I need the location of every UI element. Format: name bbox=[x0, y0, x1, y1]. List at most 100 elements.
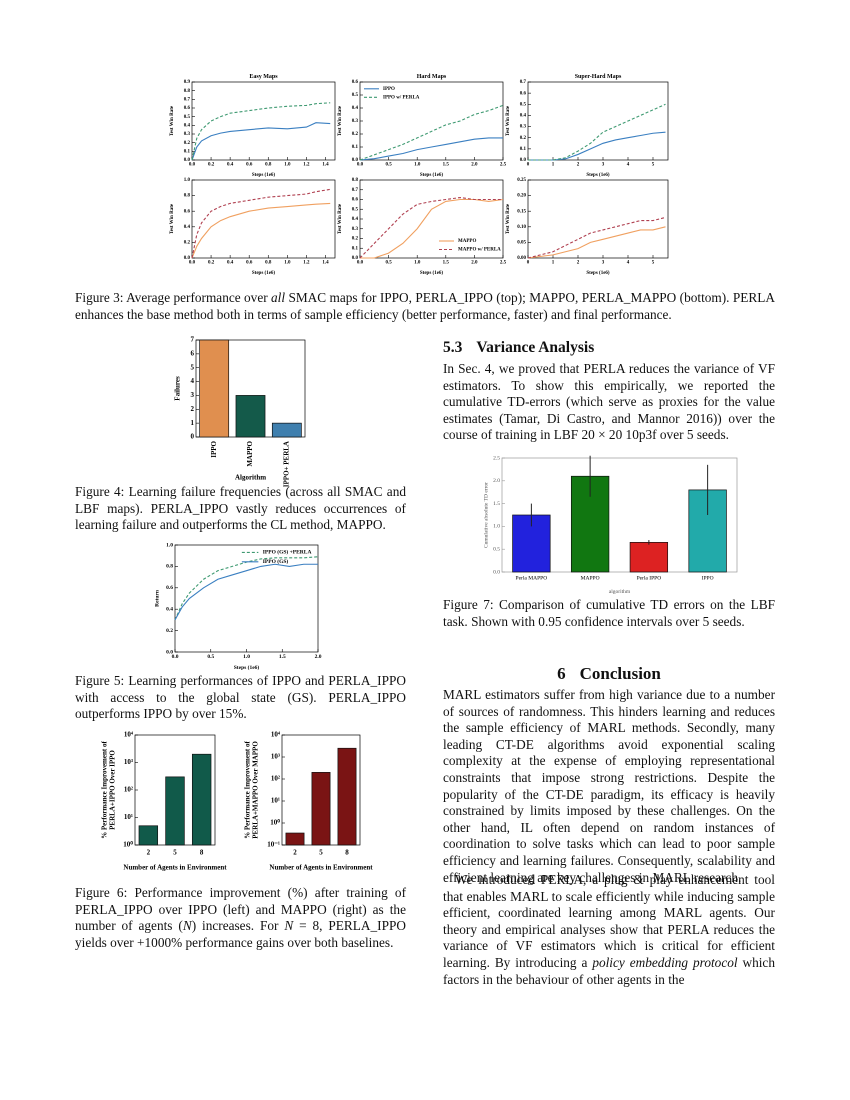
y-axis-label: Failures bbox=[174, 376, 182, 401]
chart-title: Super-Hard Maps bbox=[575, 74, 622, 80]
x-tick-label: Perla MAPPO bbox=[516, 575, 548, 581]
chart-title: Hard Maps bbox=[417, 74, 447, 80]
line-series bbox=[359, 137, 503, 161]
y-tick-label: 0.8 bbox=[352, 178, 359, 183]
y-tick-label: 0.7 bbox=[352, 188, 359, 193]
x-tick-label: 3 bbox=[602, 261, 605, 266]
y-axis-label: Test Win Rate bbox=[170, 203, 175, 234]
y-tick-label: 0.05 bbox=[517, 241, 526, 246]
y-tick-label: 0.20 bbox=[517, 194, 526, 199]
y-tick-label: 1.0 bbox=[184, 178, 191, 183]
line-series bbox=[191, 188, 331, 259]
line-series bbox=[359, 196, 503, 259]
y-tick-label: 0.0 bbox=[184, 256, 191, 261]
y-tick-label: 0.5 bbox=[352, 207, 359, 212]
x-axis-label: Steps (1e6) bbox=[586, 173, 610, 178]
x-tick-label: 1.4 bbox=[322, 163, 329, 168]
x-tick-label: 5 bbox=[173, 848, 177, 856]
y-tick-label: 0.15 bbox=[517, 209, 526, 214]
bar bbox=[271, 422, 302, 438]
legend-label: IPPO (GS) +PERLA bbox=[263, 549, 312, 556]
x-axis-label: algorithm bbox=[609, 589, 631, 595]
y-tick-label: 0.3 bbox=[184, 132, 191, 137]
fig6-caption: Figure 6: Performance improvement (%) af… bbox=[75, 885, 406, 950]
y-tick-label: 0.25 bbox=[517, 178, 526, 183]
y-tick-label: 0.1 bbox=[352, 145, 359, 150]
x-tick-label: 1.5 bbox=[443, 163, 450, 168]
x-tick-label: 5 bbox=[319, 848, 323, 856]
plot-frame bbox=[359, 179, 504, 259]
bar bbox=[311, 772, 331, 846]
y-tick-label: 0.6 bbox=[184, 106, 191, 111]
y-tick-label: 10⁴ bbox=[271, 731, 281, 739]
x-tick-label: 2.5 bbox=[500, 261, 507, 266]
x-tick-label: 2 bbox=[577, 261, 580, 266]
y-tick-label: 10⁻¹ bbox=[267, 841, 280, 849]
y-tick-label: 0.4 bbox=[166, 606, 173, 612]
line-series bbox=[360, 198, 504, 259]
y-tick-label: 0.0 bbox=[352, 158, 359, 163]
x-tick-label: 2.0 bbox=[471, 163, 478, 168]
y-axis-label: PERLA+IPPO Over IPPO bbox=[109, 750, 117, 830]
y-axis-label: Test Win Rate bbox=[338, 203, 343, 234]
plot-frame bbox=[527, 81, 669, 161]
line-series bbox=[174, 556, 319, 621]
x-tick-label: 1 bbox=[552, 261, 555, 266]
x-tick-label: 4 bbox=[627, 163, 630, 168]
x-axis-label: Number of Agents in Environment bbox=[123, 864, 227, 872]
x-axis-label: Steps (1e6) bbox=[252, 271, 276, 276]
section-heading: 5.3 Variance Analysis bbox=[443, 339, 595, 356]
y-tick-label: 0.0 bbox=[520, 158, 527, 163]
y-tick-label: 3 bbox=[191, 391, 195, 399]
y-tick-label: 6 bbox=[191, 349, 195, 357]
x-axis-label: Steps (1e6) bbox=[252, 173, 276, 178]
legend-label: MAPPO bbox=[458, 239, 476, 244]
x-axis-label: Steps (1e6) bbox=[234, 664, 260, 671]
y-tick-label: 1.5 bbox=[493, 501, 500, 507]
y-tick-label: 0.7 bbox=[520, 80, 527, 85]
x-tick-label: Perla IPPO bbox=[637, 575, 662, 581]
y-tick-label: 0.0 bbox=[184, 158, 191, 163]
y-tick-label: 5 bbox=[191, 363, 195, 371]
y-tick-label: 0.2 bbox=[184, 141, 191, 146]
y-tick-label: 0.0 bbox=[166, 649, 173, 655]
y-tick-label: 0.4 bbox=[352, 106, 359, 111]
x-tick-label: 0.2 bbox=[208, 261, 215, 266]
x-tick-label: 1.0 bbox=[414, 163, 421, 168]
y-axis-label: % Performance Improvement of bbox=[101, 741, 109, 839]
x-tick-label: 0.5 bbox=[385, 163, 392, 168]
fig7-caption: Figure 7: Comparison of cumulative TD er… bbox=[443, 597, 775, 629]
y-tick-label: 0.5 bbox=[520, 102, 527, 107]
y-tick-label: 1.0 bbox=[166, 542, 173, 548]
y-tick-label: 10³ bbox=[271, 753, 280, 761]
bar bbox=[235, 395, 266, 438]
y-axis-label: PERLA+MAPPO Over MAPPO bbox=[252, 741, 260, 839]
x-tick-label: IPPO+ PERLA bbox=[282, 441, 290, 487]
y-tick-label: 0.6 bbox=[352, 80, 359, 85]
legend-label: MAPPO w/ PERLA bbox=[458, 248, 501, 253]
y-tick-label: 10³ bbox=[124, 758, 133, 766]
bar bbox=[191, 753, 212, 846]
legend-label: IPPO (GS) bbox=[263, 558, 289, 565]
x-tick-label: 1.5 bbox=[443, 261, 450, 266]
fig5-caption: Figure 5: Learning performances of IPPO … bbox=[75, 673, 406, 722]
x-tick-label: 1.0 bbox=[284, 261, 291, 266]
y-tick-label: 0.6 bbox=[184, 209, 191, 214]
line-series bbox=[359, 104, 504, 161]
x-axis-label: Steps (1e6) bbox=[420, 173, 444, 178]
chart-title: Easy Maps bbox=[249, 74, 278, 80]
y-tick-label: 0.4 bbox=[184, 225, 191, 230]
x-tick-label: 2 bbox=[293, 848, 297, 856]
x-tick-label: IPPO bbox=[702, 575, 714, 581]
y-tick-label: 0.8 bbox=[184, 89, 191, 94]
x-tick-label: 0.0 bbox=[357, 163, 364, 168]
y-tick-label: 10² bbox=[271, 775, 280, 783]
bar bbox=[199, 339, 230, 438]
line-series bbox=[528, 103, 666, 161]
y-tick-label: 10² bbox=[124, 786, 133, 794]
x-tick-label: 0 bbox=[527, 261, 530, 266]
x-tick-label: 4 bbox=[627, 261, 630, 266]
x-tick-label: 0.0 bbox=[357, 261, 364, 266]
y-tick-label: 4 bbox=[191, 377, 195, 385]
